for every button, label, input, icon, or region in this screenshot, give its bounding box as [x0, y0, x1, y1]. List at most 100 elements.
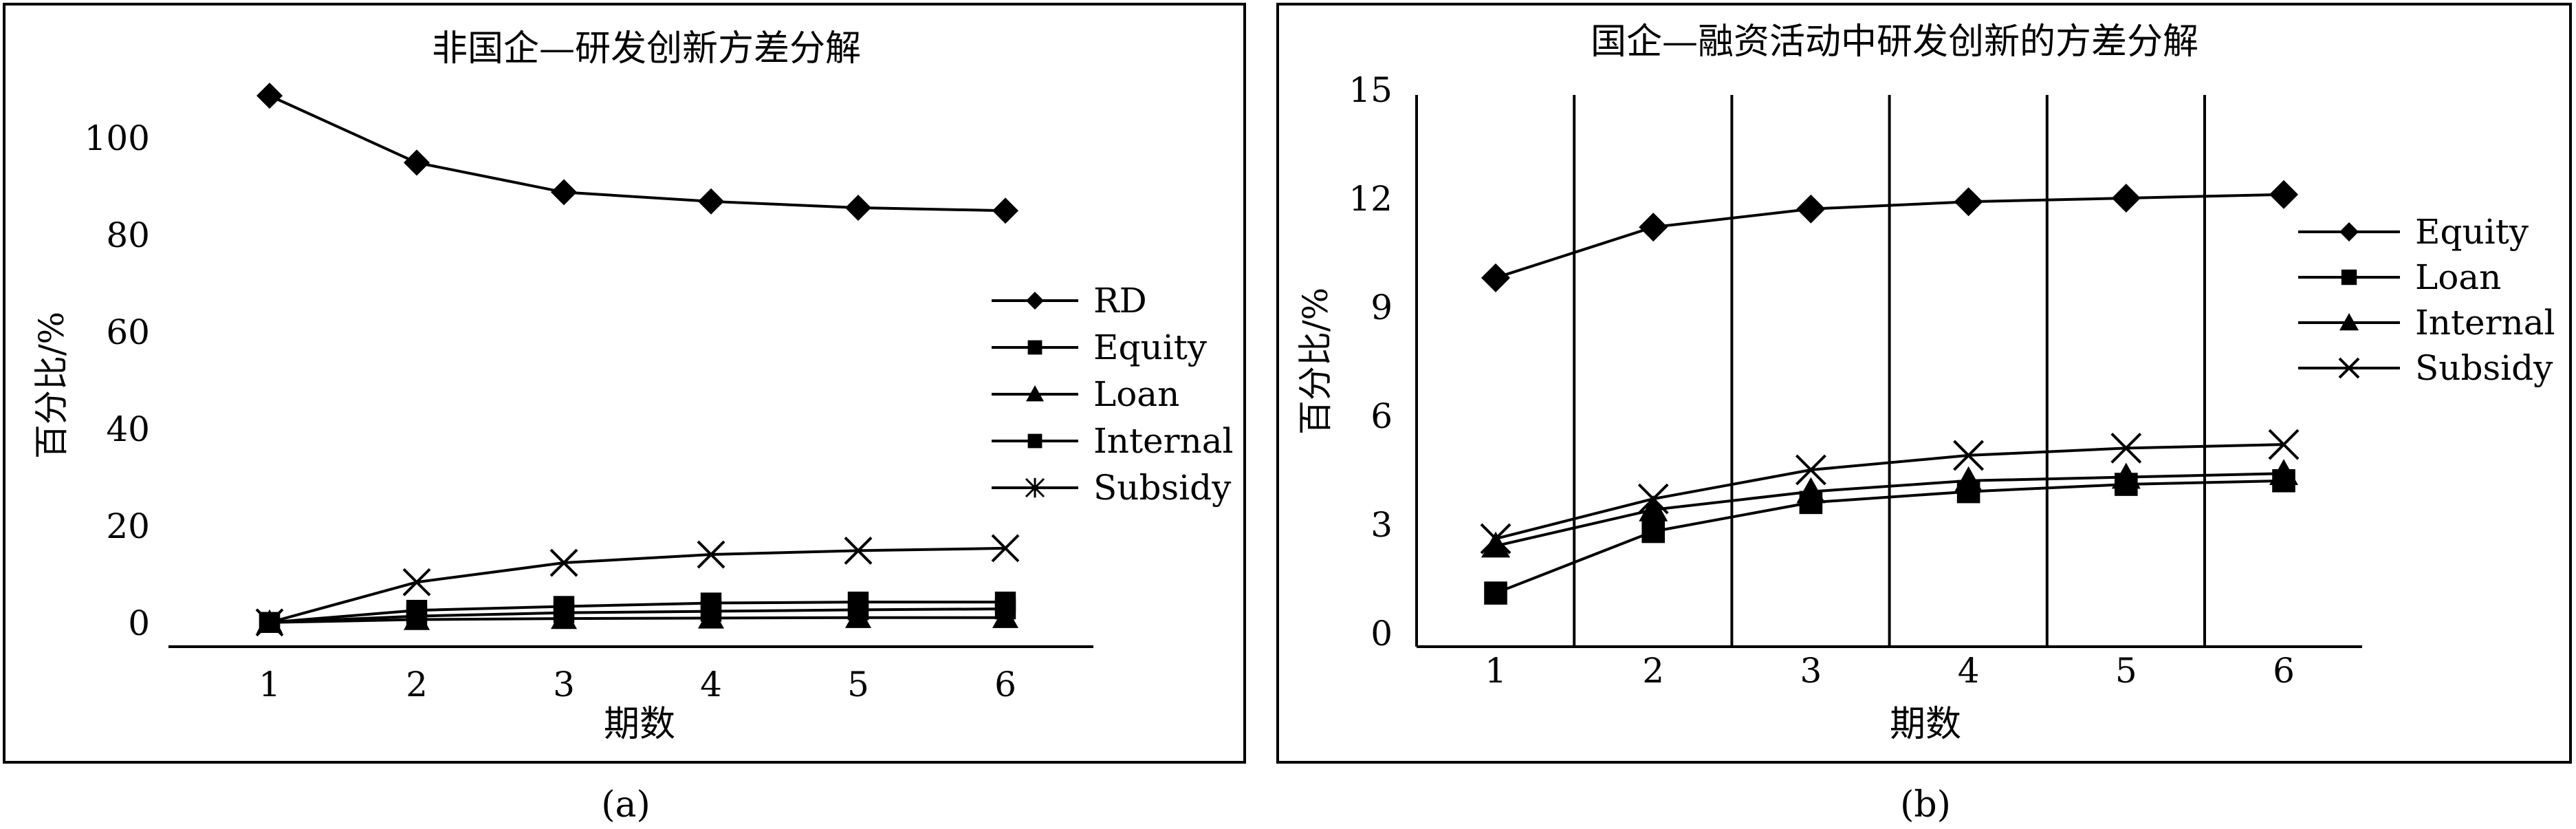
- data-point-equity: [2111, 183, 2141, 213]
- y-tick-label: 60: [106, 312, 150, 352]
- data-point-subsidy: [1480, 523, 1511, 555]
- series-line-internal: [269, 607, 1006, 624]
- series-line-internal: [1495, 472, 2284, 548]
- data-point-subsidy: [2268, 429, 2300, 460]
- x-tick-label: 3: [1800, 651, 1822, 691]
- legend-label-internal: Internal: [1093, 421, 1234, 461]
- data-point-internal: [847, 599, 869, 621]
- series-line-subsidy: [269, 546, 1006, 624]
- legend-label-loan: Loan: [2415, 257, 2501, 297]
- series-line-rd: [269, 94, 1006, 213]
- legend-marker-internal: [2339, 313, 2359, 331]
- panel-a-caption: (a): [601, 784, 651, 826]
- data-point-equity: [1954, 187, 1983, 217]
- data-point-subsidy: [402, 568, 431, 596]
- x-tick-label: 4: [700, 665, 722, 704]
- data-point-subsidy: [2110, 432, 2142, 464]
- y-tick-label: 15: [1349, 70, 1393, 110]
- y-tick-label: 20: [106, 506, 150, 546]
- y-tick-label: 100: [85, 118, 150, 158]
- series-line-equity: [1495, 193, 2284, 279]
- panel-b-legend: Equity Loan Internal Subsidy: [2298, 212, 2555, 388]
- legend-label-rd: RD: [1093, 281, 1147, 321]
- series-subsidy: [1480, 429, 2300, 555]
- legend-marker-equity: [2339, 222, 2359, 241]
- legend-label-loan: Loan: [1093, 374, 1179, 414]
- x-tick-label: 2: [406, 665, 428, 704]
- y-tick-label: 9: [1371, 288, 1393, 327]
- legend-label-subsidy: Subsidy: [1093, 468, 1232, 508]
- series-line-equity: [269, 601, 1005, 624]
- data-point-subsidy: [991, 534, 1020, 563]
- x-tick-label: 5: [847, 665, 869, 704]
- panel-a-series: [255, 83, 1020, 637]
- data-point-subsidy: [697, 540, 725, 569]
- legend-marker-subsidy: [2338, 357, 2360, 379]
- legend-marker-loan: [2341, 269, 2357, 286]
- y-tick-label: 40: [106, 409, 150, 449]
- data-point-subsidy: [1637, 483, 1669, 515]
- panel-b-y-axis-title: 百分比/%: [1296, 288, 1335, 435]
- data-point-equity: [1796, 194, 1826, 224]
- data-point-rd: [256, 83, 283, 109]
- data-point-rd: [698, 188, 724, 215]
- x-tick-label: 1: [1485, 651, 1507, 691]
- y-tick-label: 12: [1349, 179, 1393, 219]
- x-tick-label: 6: [2273, 651, 2295, 691]
- series-line-loan: [269, 616, 1005, 624]
- data-point-internal: [406, 605, 428, 627]
- panel-a-x-axis-title: 期数: [604, 704, 675, 745]
- panel-a-x-ticks: 1 2 3 4 5 6: [259, 665, 1016, 704]
- data-point-internal: [1639, 495, 1668, 521]
- x-tick-label: 4: [1958, 651, 1980, 691]
- panel-a-y-ticks: 0 20 40 60 80 100: [85, 118, 150, 643]
- legend-marker-rd: [1026, 292, 1044, 310]
- data-point-internal: [2269, 459, 2298, 486]
- x-tick-label: 5: [2115, 651, 2137, 691]
- x-tick-label: 6: [994, 665, 1016, 704]
- legend-label-equity: Equity: [1093, 327, 1208, 367]
- y-tick-label: 80: [106, 215, 150, 255]
- data-point-internal: [1954, 466, 1983, 493]
- x-tick-label: 3: [553, 665, 575, 704]
- panel-b-y-ticks: 0 3 6 9 12 15: [1349, 70, 1393, 654]
- legend-marker-subsidy: [1025, 477, 1045, 498]
- data-point-internal: [2111, 462, 2141, 489]
- legend-label-subsidy: Subsidy: [2415, 348, 2553, 388]
- panel-b-category-dividers: [1573, 95, 2206, 647]
- data-point-internal: [1796, 477, 1826, 504]
- data-point-equity: [2269, 180, 2298, 209]
- legend-marker-equity: [1027, 340, 1043, 355]
- x-tick-label: 1: [259, 665, 281, 704]
- panel-a-legend: RD Equity Loan Internal Subsidy: [992, 281, 1234, 508]
- panel-b-title: 国企—融资活动中研发创新的方差分解: [1591, 21, 2198, 63]
- panel-b-series: [1480, 180, 2300, 605]
- data-point-subsidy: [1953, 440, 1985, 471]
- legend-marker-loan: [1026, 385, 1044, 402]
- series-line-loan: [1495, 479, 2284, 594]
- series-internal: [1481, 459, 2298, 558]
- data-point-internal: [1481, 531, 1510, 558]
- data-point-rd: [992, 197, 1018, 224]
- data-point-rd: [404, 149, 430, 176]
- data-point-equity: [1639, 213, 1668, 242]
- y-tick-label: 0: [128, 603, 150, 643]
- panel-a-y-axis-title: 百分比/%: [32, 312, 72, 459]
- data-point-subsidy: [549, 548, 578, 577]
- data-point-loan: [1484, 581, 1507, 605]
- y-tick-label: 3: [1371, 505, 1393, 545]
- y-tick-label: 6: [1371, 396, 1393, 436]
- panel-b-frame: [1276, 3, 2572, 764]
- panel-b-x-ticks: 1 2 3 4 5 6: [1485, 651, 2295, 691]
- panel-b-x-axis-title: 期数: [1890, 704, 1961, 745]
- panel-b-caption: (b): [1900, 784, 1951, 826]
- data-point-loan: [1641, 519, 1665, 543]
- panel-a-frame: [3, 3, 1246, 764]
- series-rd: [256, 83, 1018, 224]
- legend-marker-internal: [1027, 433, 1043, 449]
- data-point-rd: [845, 194, 871, 221]
- data-point-rd: [551, 179, 577, 206]
- y-tick-label: 0: [1371, 614, 1393, 654]
